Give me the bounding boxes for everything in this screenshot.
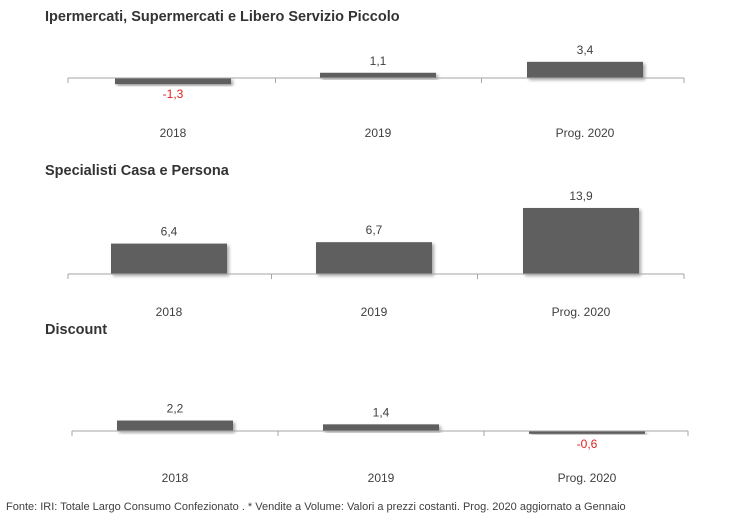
- chart-panel-3: Discount 2,2 2018 1,4 2019 -0,6 Prog. 2020: [45, 322, 689, 485]
- data-label: 13,9: [569, 189, 593, 203]
- data-label: -0,6: [577, 437, 598, 451]
- category-label: 2018: [160, 126, 187, 140]
- footnote: Fonte: IRI: Totale Largo Consumo Confezi…: [6, 501, 626, 513]
- bar: [111, 243, 227, 274]
- data-label: 6,7: [366, 223, 383, 237]
- data-label: 6,4: [161, 225, 178, 239]
- category-label: 2019: [368, 471, 395, 485]
- data-label: 3,4: [577, 43, 594, 57]
- chart-title: Discount: [45, 322, 107, 338]
- chart-title: Ipermercati, Supermercati e Libero Servi…: [45, 9, 400, 25]
- data-label: -1,3: [163, 87, 184, 101]
- bar: [529, 431, 645, 434]
- chart-title: Specialisti Casa e Persona: [45, 163, 230, 179]
- category-label: 2019: [361, 305, 388, 319]
- bar: [117, 420, 233, 431]
- bar: [316, 242, 432, 274]
- category-label: 2018: [156, 305, 183, 319]
- category-label: 2019: [365, 126, 392, 140]
- category-label: Prog. 2020: [552, 305, 611, 319]
- bar: [320, 72, 436, 78]
- bar: [115, 78, 231, 85]
- data-label: 2,2: [167, 402, 184, 416]
- category-label: 2018: [162, 471, 189, 485]
- data-label: 1,4: [373, 405, 390, 419]
- bar: [527, 61, 643, 78]
- category-label: Prog. 2020: [558, 471, 617, 485]
- bar: [323, 424, 439, 431]
- bar: [523, 207, 639, 274]
- chart-panel-1: Ipermercati, Supermercati e Libero Servi…: [45, 9, 685, 140]
- chart-panel-2: Specialisti Casa e Persona 6,4 2018 6,7 2019…: [45, 163, 685, 319]
- category-label: Prog. 2020: [556, 126, 615, 140]
- data-label: 1,1: [370, 54, 387, 68]
